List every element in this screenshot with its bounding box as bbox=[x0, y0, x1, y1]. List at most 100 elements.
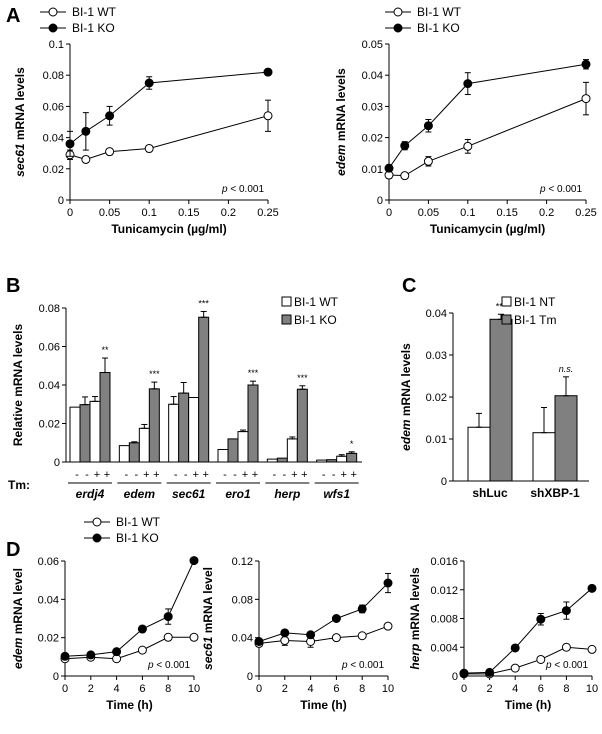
x-tick-label: 0 bbox=[62, 683, 68, 695]
legend-label: BI-1 KO bbox=[116, 531, 159, 545]
x-tick-label: 0.1 bbox=[142, 207, 157, 219]
legend-label: BI-1 KO bbox=[294, 313, 337, 327]
x-tick-label: 4 bbox=[512, 683, 518, 695]
tm-sign-ko: - bbox=[85, 469, 89, 481]
y-tick-label: 0.01 bbox=[426, 434, 447, 446]
bar-erdj4-0 bbox=[69, 406, 81, 463]
significance-marker: *** bbox=[297, 373, 308, 383]
legend-swatch bbox=[281, 296, 292, 307]
y-tick-label: 0 bbox=[247, 671, 253, 683]
y-tick-label: 0 bbox=[54, 457, 60, 469]
legend-label: BI-1 KO bbox=[72, 21, 115, 35]
gene-label: ero1 bbox=[225, 487, 251, 501]
y-axis-label: edem mRNA levels bbox=[334, 68, 348, 176]
significance-marker: *** bbox=[496, 301, 507, 311]
x-axis-label: Time (h) bbox=[300, 698, 346, 712]
tm-sign-wt: + bbox=[94, 469, 100, 481]
legend-label: BI-1 NT bbox=[514, 295, 556, 309]
data-point-ko bbox=[384, 163, 394, 173]
bar-sec61-2 bbox=[188, 397, 200, 463]
data-point-wt bbox=[137, 645, 147, 655]
bar-wfs1-2 bbox=[336, 455, 348, 463]
bar-herp-2 bbox=[286, 438, 298, 463]
x-tick-label: 0.2 bbox=[221, 207, 236, 219]
data-point-ko bbox=[463, 79, 473, 89]
x-tick-label: 8 bbox=[165, 683, 171, 695]
tm-sign-wt: - bbox=[223, 469, 227, 481]
x-tick-label: 6 bbox=[139, 683, 145, 695]
bar-shxbp-1-0 bbox=[532, 432, 556, 482]
y-tick-label: 0.04 bbox=[232, 633, 253, 645]
y-tick-label: 0.016 bbox=[430, 556, 458, 568]
y-tick-label: 0.04 bbox=[43, 133, 64, 145]
y-tick-label: 0 bbox=[441, 476, 447, 488]
tm-label: Tm: bbox=[8, 478, 30, 492]
x-tick-label: 0.25 bbox=[257, 207, 278, 219]
y-axis-label: sec61 mRNA level bbox=[201, 567, 215, 670]
x-tick-label: 2 bbox=[282, 683, 288, 695]
bar-erdj4-1 bbox=[79, 404, 91, 463]
data-point-ko bbox=[280, 628, 290, 638]
data-point-ko bbox=[581, 59, 591, 69]
panel-label-b: B bbox=[6, 275, 20, 297]
y-axis-label: edem mRNA level bbox=[11, 568, 25, 669]
data-point-ko bbox=[263, 67, 273, 77]
x-tick-label: 0.2 bbox=[539, 207, 554, 219]
y-tick-label: 0.04 bbox=[39, 380, 60, 392]
y-tick-label: 0.08 bbox=[39, 303, 60, 315]
y-tick-label: 0 bbox=[377, 195, 383, 207]
data-point-wt bbox=[383, 621, 393, 631]
tm-sign-ko: + bbox=[252, 469, 258, 481]
data-point-wt bbox=[587, 644, 597, 654]
p-value-annotation: p < 0.001 bbox=[341, 660, 384, 671]
x-axis-label: Time (h) bbox=[106, 698, 152, 712]
data-point-ko bbox=[536, 614, 546, 624]
bar-edem-1 bbox=[128, 442, 140, 463]
y-tick-label: 0.06 bbox=[39, 342, 60, 354]
line-chart-d: 0 0.02 0.04 0.06 0 2 4 6 8 10 Time (h) edem mRNA le… bbox=[11, 515, 200, 712]
x-tick-label: 6 bbox=[538, 683, 544, 695]
gene-label: sec61 bbox=[172, 487, 206, 501]
legend-marker bbox=[48, 7, 58, 17]
x-axis-label: Tunicamycin (µg/ml) bbox=[430, 222, 545, 236]
series-line-ko bbox=[69, 71, 269, 145]
tm-sign-ko: - bbox=[184, 469, 188, 481]
y-axis-label: edem mRNA levels bbox=[399, 343, 413, 451]
y-tick-label: 0.05 bbox=[362, 39, 383, 51]
gene-label: edem bbox=[124, 487, 156, 501]
gene-label: wfs1 bbox=[323, 487, 350, 501]
bar-shxbp-1-1 bbox=[554, 395, 578, 482]
legend-label: BI-1 WT bbox=[294, 295, 339, 309]
tm-sign-ko: - bbox=[282, 469, 286, 481]
legend-marker bbox=[393, 7, 403, 17]
data-point-ko bbox=[485, 667, 495, 677]
bar-ero1-0 bbox=[217, 448, 229, 463]
data-point-ko bbox=[400, 141, 410, 151]
bar-ero1-1 bbox=[227, 438, 239, 463]
data-point-wt bbox=[463, 141, 473, 151]
y-tick-label: 0.04 bbox=[426, 308, 447, 320]
tm-sign-wt: + bbox=[242, 469, 248, 481]
data-point-ko bbox=[65, 139, 75, 149]
data-point-wt bbox=[189, 632, 199, 642]
bar-ero1-3 bbox=[247, 384, 259, 463]
x-tick-label: 0.25 bbox=[575, 207, 596, 219]
y-tick-label: 0.03 bbox=[426, 350, 447, 362]
x-tick-label: 10 bbox=[586, 683, 598, 695]
x-tick-label: 2 bbox=[88, 683, 94, 695]
x-axis-label: Tunicamycin (µg/ml) bbox=[111, 222, 226, 236]
data-point-wt bbox=[144, 144, 154, 154]
p-value-annotation: p < 0.001 bbox=[545, 660, 588, 671]
tm-sign-wt: - bbox=[272, 469, 276, 481]
tm-sign-wt: + bbox=[192, 469, 198, 481]
y-axis-label: herp mRNA levels bbox=[408, 567, 422, 670]
bar-edem-3 bbox=[148, 388, 160, 463]
data-point-ko bbox=[510, 643, 520, 653]
data-point-ko bbox=[105, 111, 115, 121]
y-tick-label: 0.04 bbox=[362, 70, 383, 82]
tm-sign-wt: + bbox=[143, 469, 149, 481]
line-chart-d3: 0 0.004 0.008 0.012 0.016 0 2 4 6 8 10 Time (h) herp… bbox=[408, 556, 598, 712]
x-tick-label: 4 bbox=[308, 683, 314, 695]
data-point-ko bbox=[357, 604, 367, 614]
bar-shluc-0 bbox=[467, 426, 491, 482]
